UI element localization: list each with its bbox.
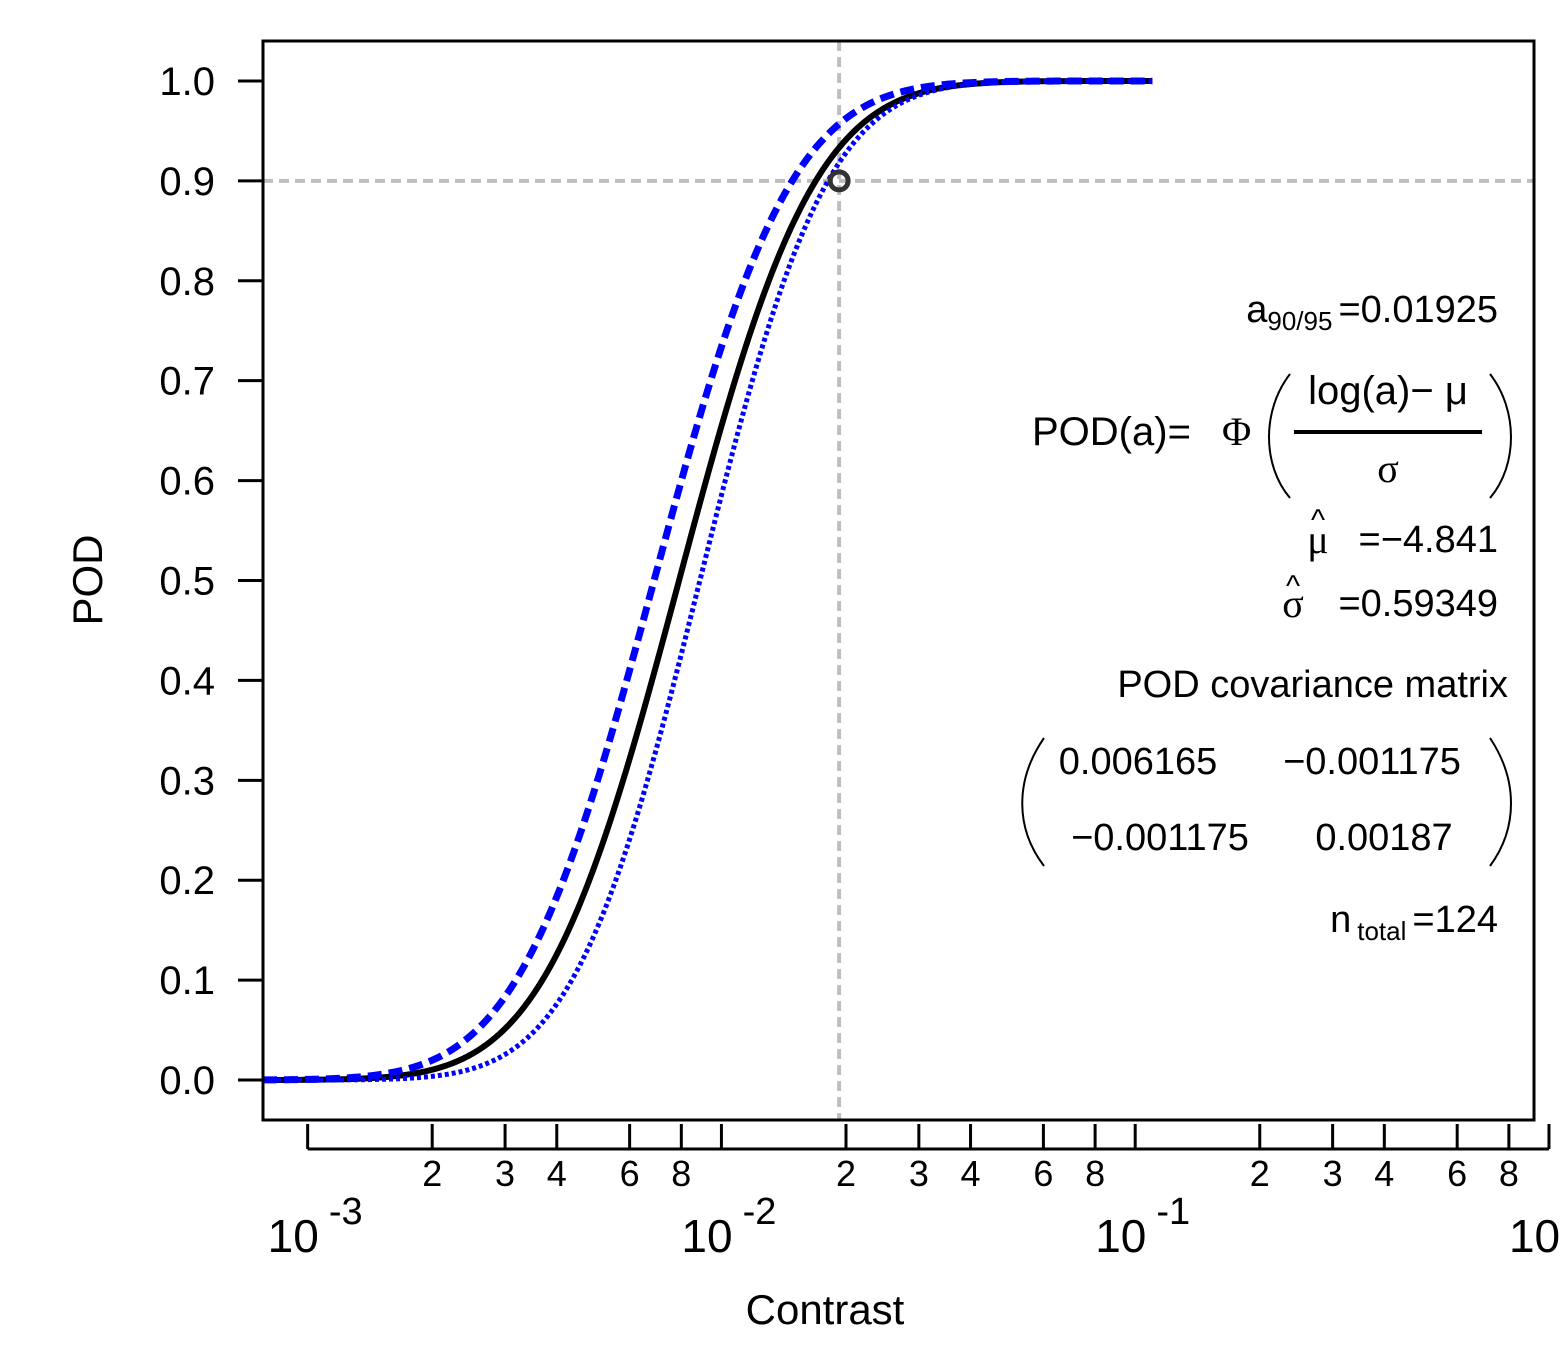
y-tick-label: 0.6: [159, 460, 215, 504]
marker-layer: [827, 169, 851, 193]
matrix-left-paren: [1021, 737, 1045, 867]
a90-95-base: a: [1246, 289, 1268, 331]
y-axis: 0.0 0.1 0.2 0.3 0.4 0.5 0.6 0.7 0.8 0.9 1.0: [159, 60, 263, 1103]
y-tick-label: 0.5: [159, 560, 215, 604]
a90-95-annotation: a90/95 =0.01925: [1246, 289, 1498, 336]
x-minor-label: 3: [1323, 1153, 1343, 1194]
x-minor-label: 4: [1374, 1153, 1394, 1194]
x-minor-label: 4: [961, 1153, 981, 1194]
y-tick-label: 0.2: [159, 859, 215, 903]
sigma-hat-caret: ^: [1286, 570, 1300, 603]
covariance-title: POD covariance matrix: [1117, 664, 1508, 706]
a90-95-value: =0.01925: [1338, 289, 1498, 331]
pod-formula-denominator: σ: [1377, 446, 1399, 491]
x-minor-label: 2: [1250, 1153, 1270, 1194]
reference-lines: [263, 41, 1534, 1120]
x-minor-label: 3: [909, 1153, 929, 1194]
cov-cell-10: −0.001175: [1071, 817, 1249, 859]
y-tick-label: 0.4: [159, 659, 215, 703]
a90-95-sub: 90/95: [1267, 306, 1332, 336]
matrix-right-paren: [1489, 737, 1512, 867]
n-total-annotation: n total =124: [1330, 899, 1498, 946]
x-axis-title: Contrast: [746, 1286, 905, 1333]
covariance-matrix: 0.006165 −0.001175 −0.001175 0.00187: [1021, 737, 1512, 867]
cov-cell-00: 0.006165: [1059, 741, 1218, 783]
pod-formula-lhs: POD(a)=: [1032, 410, 1191, 454]
sigma-hat-symbol: σ: [1282, 581, 1304, 626]
mu-hat-caret: ^: [1311, 504, 1325, 537]
pod-formula-numerator: log(a)− μ: [1308, 369, 1468, 413]
y-tick-label: 0.7: [159, 360, 215, 404]
x-decade-label: 100: [1509, 1191, 1566, 1262]
x-axis: 10-310-210-1100234682346823468: [268, 1124, 1566, 1262]
y-tick-label: 0.8: [159, 260, 215, 304]
y-tick-label: 0.3: [159, 759, 215, 803]
y-axis-title: POD: [64, 534, 111, 625]
curves: [262, 77, 1153, 1084]
plot-frame: [261, 39, 1536, 1122]
x-minor-label: 8: [671, 1153, 691, 1194]
svg-text:a90/95=0.01925: a90/95 =0.01925: [1246, 289, 1498, 336]
cov-cell-01: −0.001175: [1283, 741, 1461, 783]
n-total-value: =124: [1412, 899, 1498, 941]
n-total-sub: total: [1357, 916, 1406, 946]
mu-hat-symbol: μ: [1307, 517, 1328, 562]
x-decade-label: 10 -3: [268, 1191, 363, 1262]
x-decade-label: 10 -2: [681, 1191, 776, 1262]
mu-hat-annotation: ^ μ =−4.841: [1307, 504, 1498, 562]
x-minor-label: 6: [1447, 1153, 1467, 1194]
x-minor-label: 3: [495, 1153, 515, 1194]
x-minor-label: 4: [547, 1153, 567, 1194]
sigma-hat-value: =0.59349: [1338, 583, 1498, 625]
series-pod-fit-line: [262, 77, 1153, 1083]
series-upper-bound-line: [262, 77, 1153, 1084]
pod-formula: POD(a)= Φ log(a)− μ σ: [1032, 369, 1512, 499]
x-minor-label: 6: [620, 1153, 640, 1194]
series-lower-bound-line: [263, 78, 1153, 1083]
y-tick-label: 0.9: [159, 160, 215, 204]
mu-hat-value: =−4.841: [1359, 519, 1498, 561]
sigma-hat-annotation: ^ σ =0.59349: [1282, 570, 1498, 626]
pod-formula-phi: Φ: [1222, 409, 1251, 454]
x-minor-label: 8: [1085, 1153, 1105, 1194]
x-minor-label: 2: [836, 1153, 856, 1194]
n-total-base: n: [1330, 899, 1351, 941]
x-minor-label: 8: [1499, 1153, 1519, 1194]
a90-95-marker: [827, 169, 851, 193]
x-decade-label: 10 -1: [1095, 1191, 1190, 1262]
x-minor-label: 6: [1033, 1153, 1053, 1194]
right-paren: [1489, 373, 1512, 499]
x-minor-label: 2: [422, 1153, 442, 1194]
y-tick-label: 0.0: [159, 1059, 215, 1103]
y-tick-label: 1.0: [159, 60, 215, 104]
y-tick-label: 0.1: [159, 959, 215, 1003]
cov-cell-11: 0.00187: [1315, 817, 1452, 859]
left-paren: [1268, 373, 1291, 499]
